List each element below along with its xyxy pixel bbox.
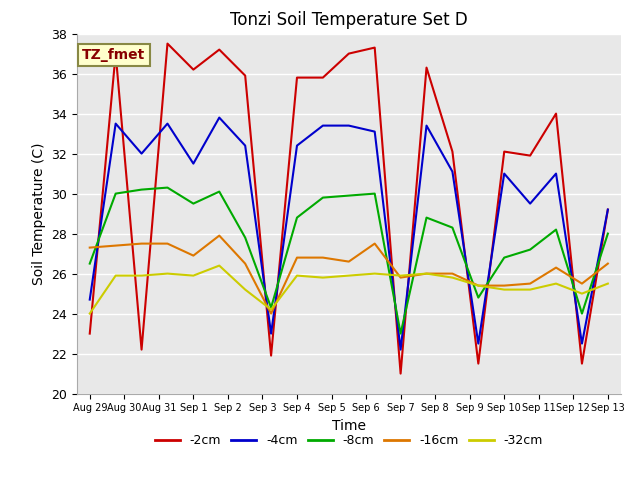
Legend: -2cm, -4cm, -8cm, -16cm, -32cm: -2cm, -4cm, -8cm, -16cm, -32cm	[150, 429, 548, 452]
X-axis label: Time: Time	[332, 419, 366, 433]
Title: Tonzi Soil Temperature Set D: Tonzi Soil Temperature Set D	[230, 11, 468, 29]
Y-axis label: Soil Temperature (C): Soil Temperature (C)	[31, 143, 45, 285]
Text: TZ_fmet: TZ_fmet	[82, 48, 145, 62]
